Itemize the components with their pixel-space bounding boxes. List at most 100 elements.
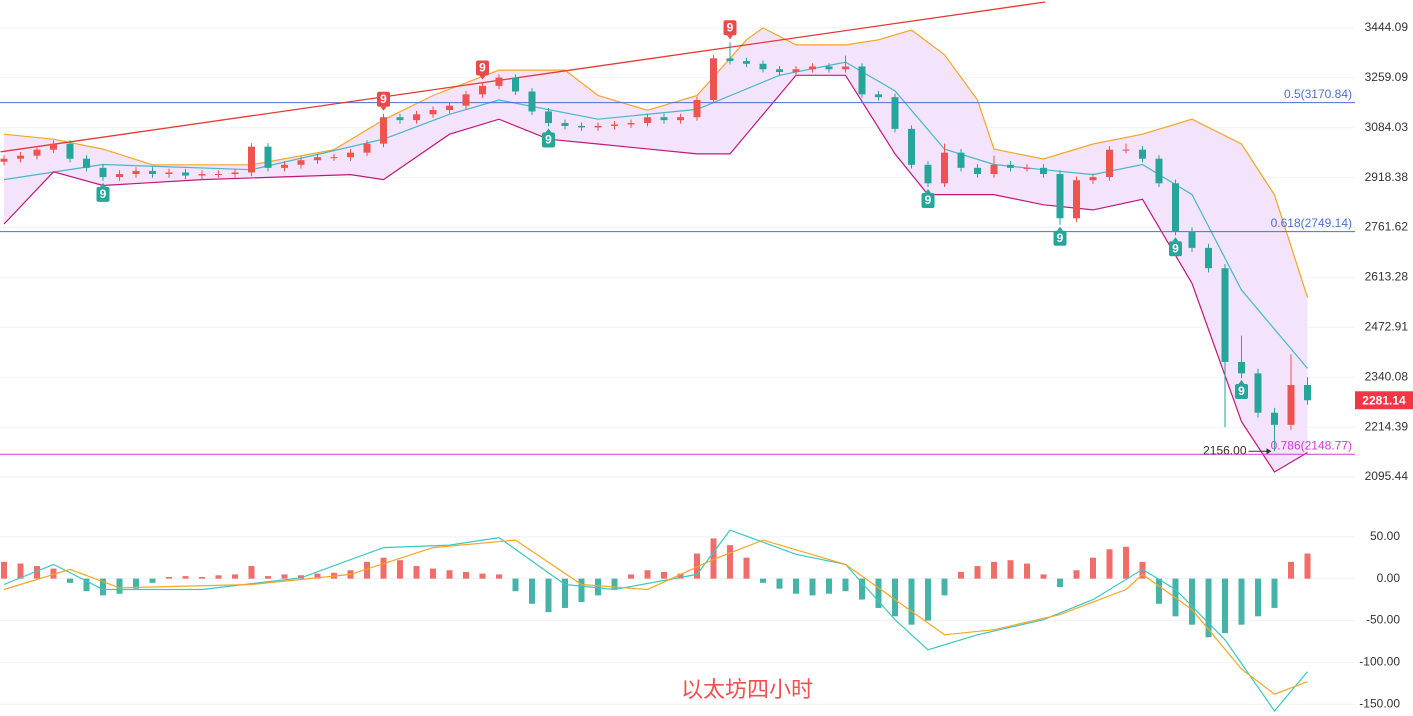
macd-bar [83, 578, 90, 592]
macd-bar [1040, 574, 1047, 579]
macd-bar [644, 570, 651, 579]
candle-body [99, 167, 107, 178]
td-marker [723, 20, 737, 36]
candle-body [941, 152, 948, 184]
macd-bar [463, 571, 469, 579]
y-tick-label: 3259.09 [1365, 70, 1409, 84]
macd-bar [677, 573, 684, 579]
td-marker-pointer [545, 128, 552, 133]
grid-layer [0, 27, 1355, 705]
candle-body [875, 94, 882, 98]
candle-body [363, 143, 371, 153]
candle-body [66, 143, 74, 159]
macd-bar [364, 561, 370, 579]
candle-body [462, 94, 470, 106]
candle-body [0, 158, 8, 162]
macd-bar [1189, 578, 1195, 625]
candle-body [825, 66, 833, 70]
candle-body [611, 124, 618, 126]
macd-bar [1238, 578, 1245, 625]
y-tick-label: 3444.09 [1365, 20, 1409, 34]
macd-bar [17, 563, 24, 579]
td-marker-pointer [100, 182, 106, 187]
macd-bar [562, 578, 568, 608]
macd-bar [529, 578, 535, 604]
candle-body [83, 158, 90, 168]
macd-bar [743, 557, 750, 579]
macd-bar [628, 574, 634, 579]
candle-body [1221, 268, 1229, 362]
macd-tick-label: 50.00 [1370, 529, 1400, 543]
candle-body [1172, 183, 1179, 232]
last-price-label: 2281.14 [1362, 393, 1406, 407]
td-marker-pointer [1238, 380, 1245, 385]
candle-body [446, 105, 453, 110]
td-marker [96, 186, 110, 202]
macd-bar [199, 576, 205, 579]
candle-body [1139, 149, 1146, 159]
macd-bar [545, 578, 552, 613]
band-fill [4, 27, 1308, 473]
y-tick-label: 2918.38 [1365, 170, 1409, 184]
macd-bar [793, 578, 799, 594]
macd-bar [776, 578, 783, 589]
candle-body [215, 174, 222, 176]
macd-bar [1205, 578, 1212, 638]
candle-body [248, 146, 255, 173]
macd-layer [1, 529, 1311, 712]
td-marker-label: 9 [100, 187, 107, 201]
low-label: 2156.00 [1203, 443, 1247, 457]
macd-bar [941, 578, 948, 596]
y-tick-label: 2472.91 [1365, 319, 1409, 333]
macd-bar [908, 578, 915, 625]
macd-bar [1123, 546, 1129, 579]
macd-bar [67, 578, 73, 583]
candle-body [759, 63, 767, 70]
macd-bar [1255, 578, 1261, 617]
candle-body [677, 117, 684, 121]
candle-body [479, 85, 486, 95]
last-price-badge [1355, 391, 1413, 410]
candle-body [347, 152, 354, 158]
macd-bar [875, 578, 882, 608]
td-marker-label: 9 [479, 61, 486, 75]
candle-body [660, 117, 668, 121]
macd-bar [446, 570, 453, 579]
td-marker-label: 9 [925, 193, 932, 207]
macd-bar [958, 571, 964, 579]
candle-body [1155, 158, 1163, 184]
macd-bar [182, 576, 189, 579]
candle-body [182, 172, 189, 176]
td-marker-pointer [727, 35, 733, 40]
candle-body [528, 91, 536, 112]
candle-body [264, 146, 272, 168]
macd-bar [149, 578, 156, 583]
macd-bar [611, 578, 618, 589]
chart-title: 以太坊四小时 [681, 677, 813, 702]
y-tick-label: 2214.39 [1365, 419, 1409, 433]
macd-bar [479, 573, 486, 579]
macd-tick-label: -100.00 [1359, 655, 1400, 669]
macd-bar [1288, 561, 1294, 579]
macd-bar [1090, 557, 1096, 579]
macd-bar [1073, 570, 1080, 579]
candle-body [545, 111, 552, 124]
macd-bar [694, 553, 700, 579]
candle-body [512, 77, 519, 92]
candle-body [50, 143, 57, 150]
candle-body [1205, 247, 1212, 269]
fib-label: 0.5(3170.84) [1284, 87, 1352, 101]
candle-body [792, 69, 800, 73]
macd-bar [397, 560, 403, 579]
candle-body [396, 117, 404, 121]
macd-bar [512, 578, 519, 592]
macd-bar [50, 568, 57, 579]
y-tick-label: 2095.44 [1365, 469, 1409, 483]
bollinger-upper [3, 27, 1309, 298]
candle-body [314, 157, 321, 161]
candle-body [495, 77, 503, 86]
td-marker-label: 9 [1238, 384, 1245, 398]
macd-bar [133, 578, 139, 589]
macd-bar [1222, 578, 1228, 634]
